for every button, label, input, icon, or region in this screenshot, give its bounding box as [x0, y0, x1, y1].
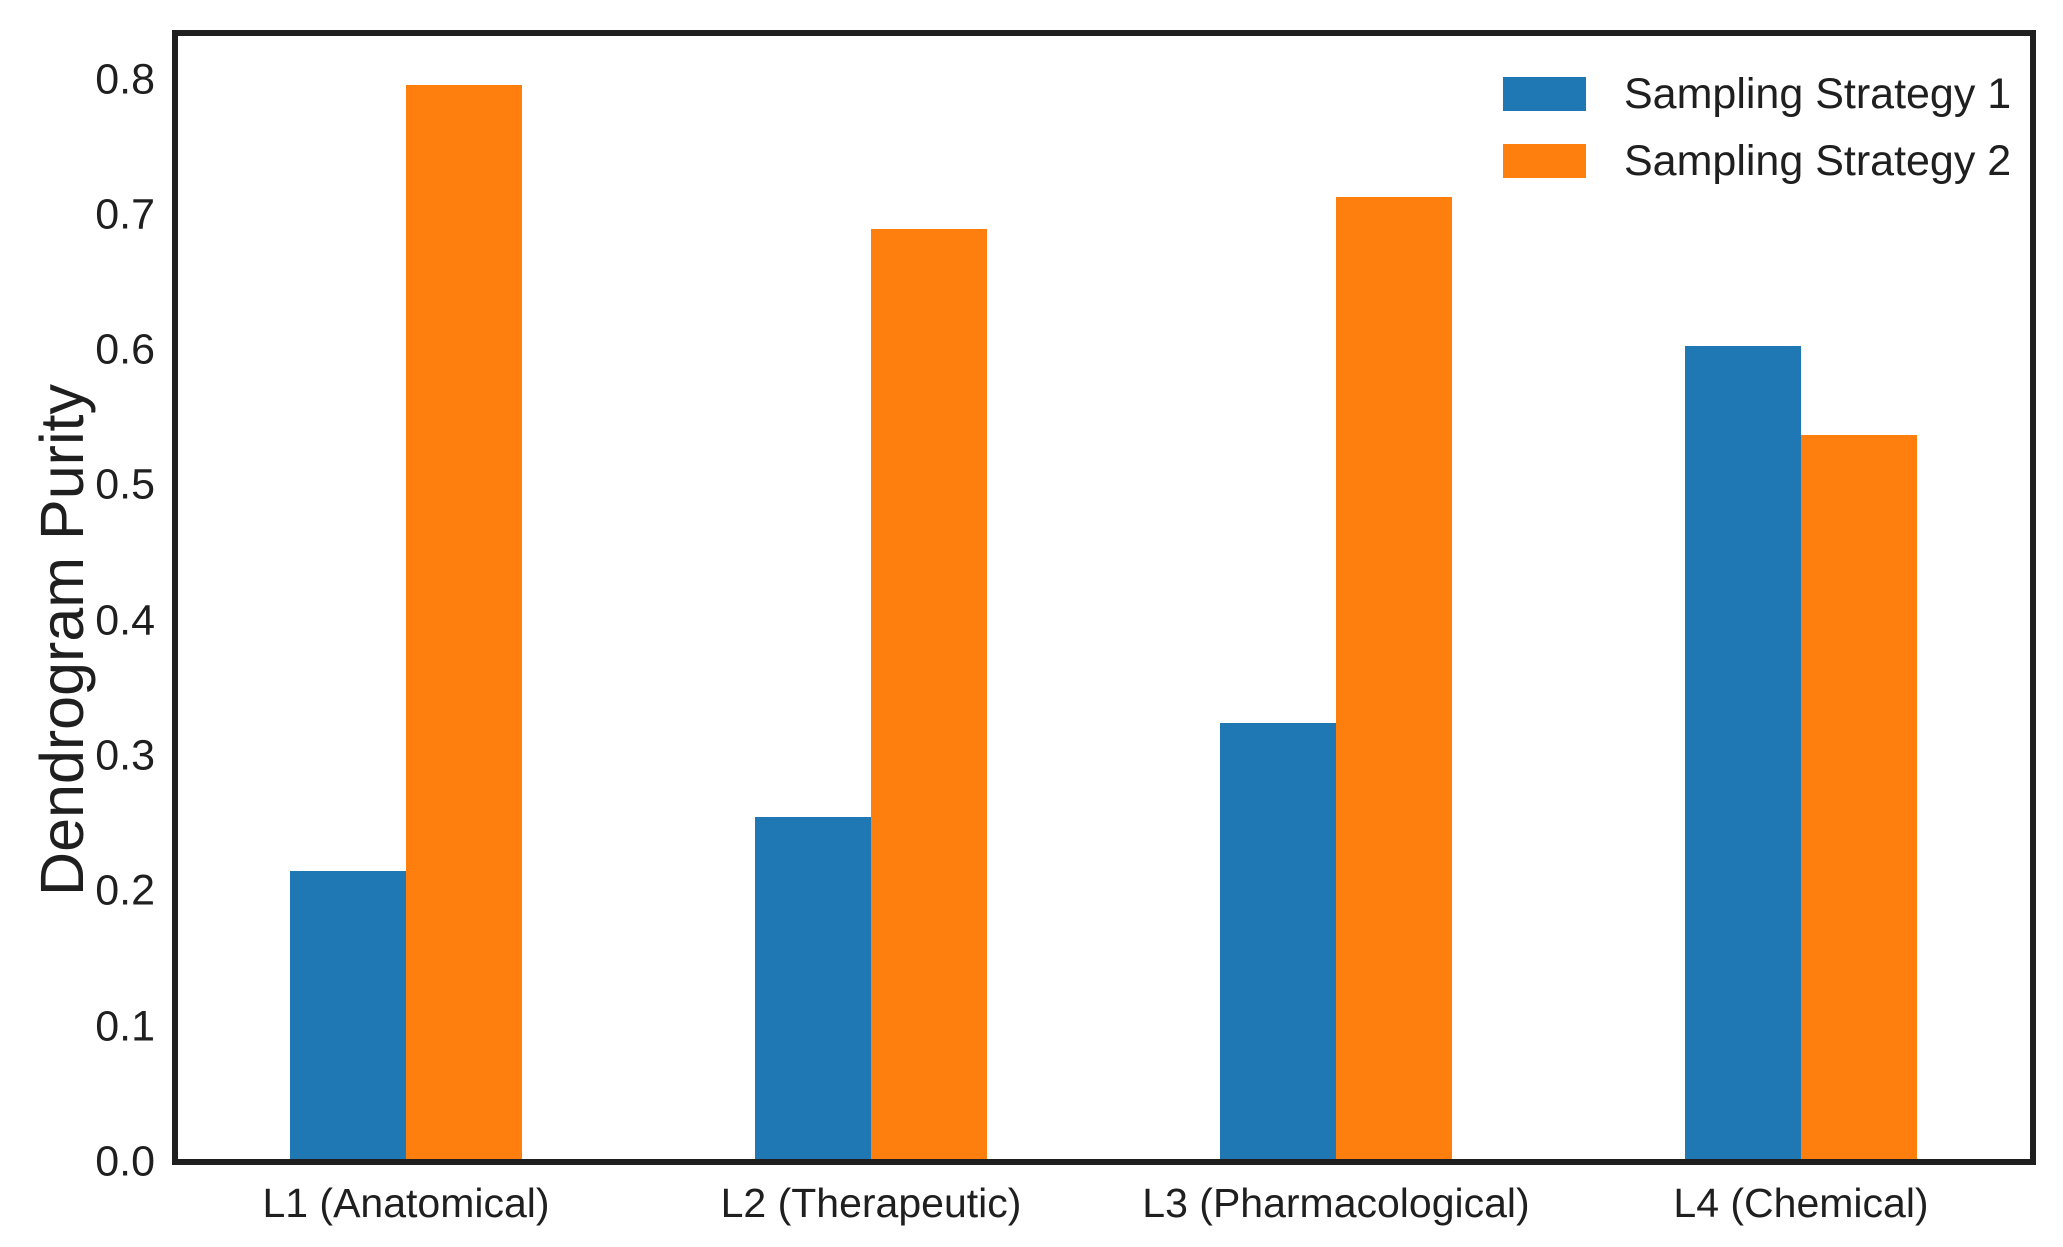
- plot-area: [172, 30, 2036, 1165]
- legend-item: Sampling Strategy 2: [1503, 137, 2011, 185]
- y-tick-label: 0.4: [95, 596, 155, 645]
- bar-series2-cat2: [871, 229, 987, 1159]
- x-tick-label: L4 (Chemical): [1673, 1180, 1929, 1226]
- bar-series2-cat4: [1801, 435, 1917, 1159]
- y-tick-label: 0.8: [95, 55, 155, 104]
- x-tick-label: L2 (Therapeutic): [720, 1180, 1022, 1226]
- y-tick-label: 0.3: [95, 731, 155, 780]
- y-tick-label: 0.1: [95, 1002, 155, 1051]
- legend-label: Sampling Strategy 2: [1624, 137, 2012, 185]
- legend-label: Sampling Strategy 1: [1624, 70, 2012, 118]
- y-tick-label: 0.5: [95, 460, 155, 509]
- legend-swatch: [1503, 144, 1586, 178]
- bar-series1-cat2: [755, 817, 871, 1159]
- bars-container: [178, 36, 2030, 1159]
- bar-series1-cat3: [1220, 723, 1336, 1159]
- bar-series2-cat3: [1336, 197, 1452, 1159]
- y-tick-label: 0.0: [95, 1137, 155, 1186]
- bar-series1-cat4: [1685, 346, 1801, 1159]
- legend: Sampling Strategy 1 Sampling Strategy 2: [1503, 70, 2011, 185]
- x-tick-label: L3 (Pharmacological): [1142, 1180, 1530, 1226]
- legend-item: Sampling Strategy 1: [1503, 70, 2011, 118]
- x-tick-label: L1 (Anatomical): [262, 1180, 550, 1226]
- bar-series2-cat1: [406, 85, 522, 1159]
- y-tick-label: 0.7: [95, 190, 155, 239]
- y-tick-label: 0.6: [95, 325, 155, 374]
- legend-swatch: [1503, 77, 1586, 111]
- y-tick-label: 0.2: [95, 866, 155, 915]
- y-axis-tick-labels: 0.0 0.1 0.2 0.3 0.4 0.5 0.6 0.7 0.8: [0, 0, 155, 1247]
- bar-series1-cat1: [290, 871, 406, 1159]
